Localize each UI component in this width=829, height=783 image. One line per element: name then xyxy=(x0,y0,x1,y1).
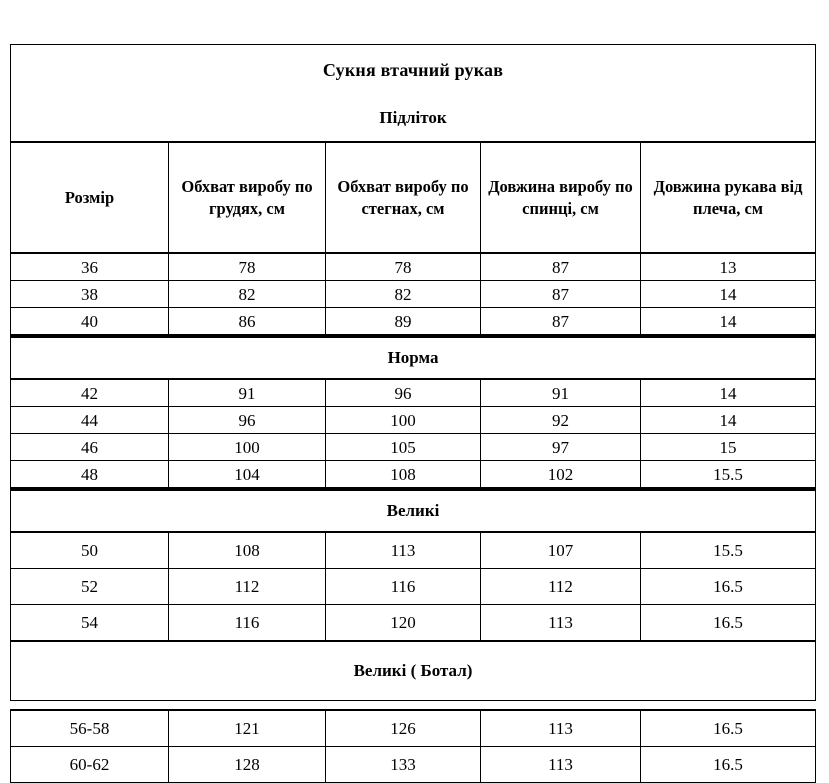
cell-size: 36 xyxy=(10,252,169,281)
cell-size: 50 xyxy=(10,531,169,569)
cell-size: 48 xyxy=(10,460,169,489)
cell-back-length: 112 xyxy=(480,568,641,605)
cell-chest: 112 xyxy=(168,568,326,605)
cell-sleeve-length: 13 xyxy=(639,252,817,281)
cell-sleeve-length: 15 xyxy=(639,433,817,461)
size-chart-table-norma: Норма 42 91 96 91 14 44 96 100 92 14 46 … xyxy=(9,336,817,489)
table-row: 50 108 113 107 15.5 xyxy=(10,531,816,569)
section-heading-row-norma: Норма xyxy=(9,336,817,380)
page-title: Сукня втачний рукав xyxy=(322,60,504,81)
table-row: 44 96 100 92 14 xyxy=(10,406,817,434)
cell-back-length: 102 xyxy=(480,460,641,489)
column-header-size: Розмір xyxy=(10,141,169,254)
cell-hips: 100 xyxy=(325,406,481,434)
cell-sleeve-length: 16.5 xyxy=(640,568,816,605)
table-row: 40 86 89 87 14 xyxy=(10,307,817,336)
cell-chest: 96 xyxy=(168,406,326,434)
cell-back-length: 97 xyxy=(480,433,641,461)
table-row: 52 112 116 112 16.5 xyxy=(10,568,816,605)
cell-sleeve-length: 15.5 xyxy=(639,460,817,489)
cell-sleeve-length: 14 xyxy=(639,307,817,336)
cell-hips: 96 xyxy=(325,378,481,407)
cell-chest: 128 xyxy=(168,746,326,783)
section-heading-teen: Підліток xyxy=(379,108,447,127)
table-row: 42 91 96 91 14 xyxy=(10,378,817,407)
table-row: 56-58 121 126 113 16.5 xyxy=(10,709,816,747)
table-header-row: Розмір Обхват виробу по грудях, см Обхва… xyxy=(10,141,817,254)
cell-size: 38 xyxy=(10,280,169,308)
cell-sleeve-length: 15.5 xyxy=(640,531,816,569)
cell-sleeve-length: 16.5 xyxy=(640,746,816,783)
cell-size: 46 xyxy=(10,433,169,461)
column-header-sleeve-length: Довжина рукава від плеча, см xyxy=(639,141,817,254)
cell-size: 42 xyxy=(10,378,169,407)
cell-back-length: 87 xyxy=(480,252,641,281)
section-heading-row-botal: Великі ( Ботал) xyxy=(10,640,816,701)
cell-chest: 108 xyxy=(168,531,326,569)
size-chart-table-teen: Сукня втачний рукав Підліток Розмір Обхв… xyxy=(9,44,817,336)
cell-hips: 89 xyxy=(325,307,481,336)
cell-back-length: 107 xyxy=(480,531,641,569)
cell-hips: 108 xyxy=(325,460,481,489)
cell-size: 60-62 xyxy=(10,746,169,783)
cell-hips: 133 xyxy=(325,746,481,783)
cell-chest: 91 xyxy=(168,378,326,407)
table-row: 48 104 108 102 15.5 xyxy=(10,460,817,489)
cell-chest: 104 xyxy=(168,460,326,489)
section-gap xyxy=(10,701,815,709)
cell-hips: 126 xyxy=(325,709,481,747)
cell-chest: 78 xyxy=(168,252,326,281)
cell-back-length: 113 xyxy=(480,604,641,642)
table-row: 38 82 82 87 14 xyxy=(10,280,817,308)
cell-size: 54 xyxy=(10,604,169,642)
cell-sleeve-length: 14 xyxy=(639,406,817,434)
cell-chest: 121 xyxy=(168,709,326,747)
cell-sleeve-length: 14 xyxy=(639,280,817,308)
cell-hips: 116 xyxy=(325,568,481,605)
cell-back-length: 91 xyxy=(480,378,641,407)
cell-sleeve-length: 16.5 xyxy=(640,709,816,747)
table-row: 36 78 78 87 13 xyxy=(10,252,817,281)
cell-back-length: 113 xyxy=(480,709,641,747)
cell-back-length: 113 xyxy=(480,746,641,783)
cell-hips: 82 xyxy=(325,280,481,308)
cell-back-length: 87 xyxy=(480,307,641,336)
cell-hips: 78 xyxy=(325,252,481,281)
cell-back-length: 92 xyxy=(480,406,641,434)
table-row: 46 100 105 97 15 xyxy=(10,433,817,461)
size-chart-table-large: Великі 50 108 113 107 15.5 52 112 116 11… xyxy=(10,489,816,701)
cell-size: 44 xyxy=(10,406,169,434)
table-row: 60-62 128 133 113 16.5 xyxy=(10,746,816,783)
cell-size: 56-58 xyxy=(10,709,169,747)
column-header-back-length: Довжина виробу по спинці, см xyxy=(480,141,641,254)
cell-size: 52 xyxy=(10,568,169,605)
cell-chest: 82 xyxy=(168,280,326,308)
cell-sleeve-length: 16.5 xyxy=(640,604,816,642)
section-heading-norma: Норма xyxy=(9,336,817,380)
cell-hips: 105 xyxy=(325,433,481,461)
cell-back-length: 87 xyxy=(480,280,641,308)
column-header-hips: Обхват виробу по стегнах, см xyxy=(325,141,481,254)
section-heading-large: Великі xyxy=(10,489,816,533)
cell-chest: 116 xyxy=(168,604,326,642)
title-cell: Сукня втачний рукав Підліток xyxy=(9,44,817,143)
column-header-chest: Обхват виробу по грудях, см xyxy=(168,141,326,254)
cell-hips: 120 xyxy=(325,604,481,642)
cell-hips: 113 xyxy=(325,531,481,569)
cell-sleeve-length: 14 xyxy=(639,378,817,407)
cell-size: 40 xyxy=(10,307,169,336)
cell-chest: 86 xyxy=(168,307,326,336)
cell-chest: 100 xyxy=(168,433,326,461)
section-heading-row-large: Великі xyxy=(10,489,816,533)
section-heading-botal: Великі ( Ботал) xyxy=(10,640,816,701)
size-chart-table-botal: 56-58 121 126 113 16.5 60-62 128 133 113… xyxy=(10,709,816,783)
table-row: 54 116 120 113 16.5 xyxy=(10,604,816,642)
title-row: Сукня втачний рукав Підліток xyxy=(9,44,817,143)
